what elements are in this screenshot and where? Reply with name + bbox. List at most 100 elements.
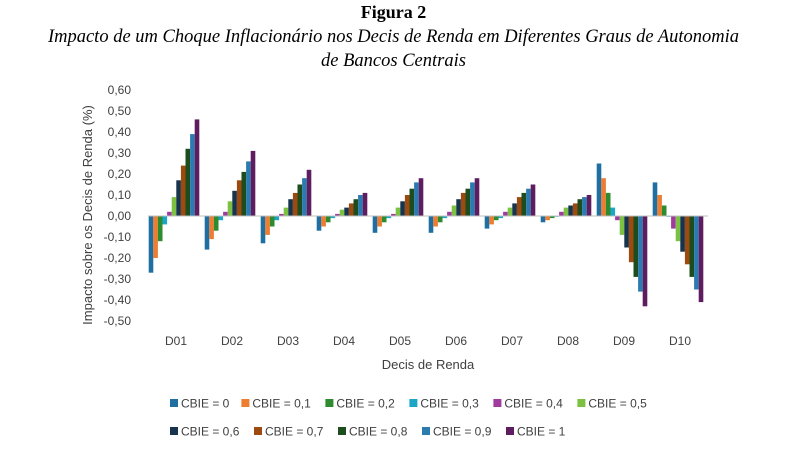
bar (657, 195, 662, 216)
x-tick-label: D07 (501, 334, 523, 348)
bar (223, 211, 228, 216)
y-tick-label: 0,50 (108, 104, 132, 118)
bar (530, 184, 536, 216)
bar (297, 184, 303, 216)
bar (260, 216, 266, 244)
bar (465, 188, 471, 216)
legend-label: CBIE = 0,7 (265, 425, 324, 439)
bar (689, 216, 695, 277)
bar (246, 161, 251, 216)
bar (232, 190, 237, 216)
bar (386, 216, 392, 219)
legend-swatch (325, 399, 334, 407)
x-tick-label: D04 (333, 334, 355, 348)
bar (362, 192, 368, 216)
y-tick-label: 0,10 (108, 188, 132, 202)
y-tick-label: 0,40 (108, 125, 132, 139)
bar (157, 216, 163, 242)
bar (404, 195, 410, 216)
bar (619, 216, 625, 235)
legend-swatch (506, 427, 514, 435)
bar (348, 203, 354, 216)
bar (209, 216, 214, 240)
bar (283, 207, 289, 216)
x-tick-label: D03 (277, 334, 299, 348)
bar (409, 188, 415, 216)
bar (428, 216, 434, 233)
bar (493, 216, 499, 221)
bar (503, 211, 508, 216)
bar (433, 216, 438, 227)
bar (675, 216, 681, 242)
bar (162, 216, 168, 225)
bar (381, 216, 387, 223)
bar (540, 216, 546, 223)
bar (549, 216, 555, 219)
x-tick-label: D09 (613, 334, 635, 348)
y-tick-label: -0,10 (104, 230, 132, 244)
legend-swatch (493, 399, 502, 407)
bar (661, 205, 667, 216)
bar (153, 216, 158, 258)
bars (148, 119, 704, 307)
bar (456, 199, 461, 216)
bar (250, 150, 256, 216)
bar (652, 182, 658, 216)
bar (180, 165, 186, 216)
bar (484, 216, 490, 229)
bar (596, 163, 602, 216)
figure-label: Figura 2 (360, 2, 427, 22)
x-tick-label: D08 (557, 334, 579, 348)
bar (414, 182, 419, 216)
bar (437, 216, 443, 223)
legend-label: CBIE = 0,9 (433, 425, 492, 439)
bar (442, 216, 448, 219)
y-tick-label: 0,20 (108, 167, 132, 181)
x-axis-ticks: D01 D02 D03 D04 D05 D06 D07 D08 D09 D10 (165, 334, 691, 348)
bar (325, 216, 331, 223)
bar (148, 216, 154, 273)
bar (395, 207, 401, 216)
bar (218, 216, 224, 221)
figure-title-line-2: de Bancos Centrais (321, 51, 466, 71)
y-axis-ticks: 0,60 0,50 0,40 0,30 0,20 0,10 0,00 -0,10 -0,20 -0… (104, 83, 132, 328)
bar (335, 213, 340, 216)
bar (316, 216, 322, 231)
x-tick-label: D01 (165, 334, 187, 348)
bar (633, 216, 639, 277)
bar (292, 192, 298, 216)
bar (586, 195, 592, 216)
bar (176, 180, 181, 216)
bar (353, 199, 359, 216)
y-tick-label: 0,30 (108, 146, 132, 160)
legend-swatch (577, 399, 586, 407)
legend-label: CBIE = 0,4 (504, 397, 563, 411)
legend-label: CBIE = 0,1 (252, 397, 311, 411)
bar (577, 199, 583, 216)
legend-label: CBIE = 0,3 (420, 397, 479, 411)
bar (638, 216, 643, 292)
bar (447, 211, 452, 216)
bar (227, 201, 233, 216)
bar (265, 216, 270, 235)
bar (516, 197, 522, 216)
bar (213, 216, 219, 231)
bar (339, 209, 345, 216)
y-tick-label: -0,50 (104, 314, 132, 328)
bar (288, 199, 293, 216)
legend-swatch (170, 427, 178, 435)
y-tick-label: -0,30 (104, 272, 132, 286)
bar (545, 216, 550, 221)
y-tick-label: 0,00 (108, 209, 132, 223)
legend-swatch (170, 399, 178, 407)
bar (451, 205, 457, 216)
bar (302, 178, 307, 216)
bar (171, 197, 177, 216)
y-tick-label: -0,20 (104, 251, 132, 265)
x-tick-label: D10 (669, 334, 691, 348)
bar (698, 216, 704, 303)
bar (279, 213, 284, 216)
bar (568, 205, 573, 216)
bar (190, 134, 195, 216)
bar (321, 216, 326, 227)
